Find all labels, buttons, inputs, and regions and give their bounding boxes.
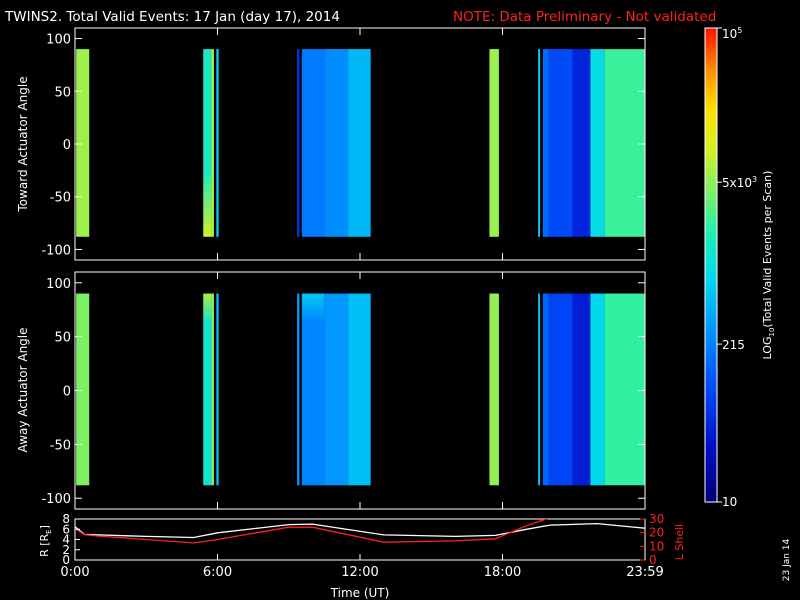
heatmap-cell	[572, 293, 591, 486]
heatmap-cell	[297, 293, 300, 486]
heatmap-cell	[572, 49, 591, 237]
x-tick-label: 6:00	[203, 565, 232, 580]
orbit-right-tick-label: 0	[649, 553, 657, 567]
orbit-right-tick-label: 30	[649, 512, 664, 526]
toward-heatmap	[76, 49, 645, 237]
heatmap-cell	[216, 49, 219, 237]
orbit-lines	[75, 519, 645, 544]
heatmap-cell	[76, 293, 90, 486]
y-tick-label: -50	[50, 191, 71, 206]
plot-title: TWINS2. Total Valid Events: 17 Jan (day …	[4, 9, 340, 25]
heatmap-cell	[203, 293, 212, 486]
away-angle-panel: 100 50 0 -50 -100 Away Actuator Angle	[16, 271, 646, 510]
toward-angle-panel: 100 50 0 -50 -100 Toward Actuator Angle	[16, 27, 646, 261]
heatmap-cell	[542, 49, 549, 237]
away-axes: 100 50 0 -50 -100	[41, 272, 646, 509]
toward-ylabel: Toward Actuator Angle	[16, 76, 30, 212]
orbit-plot-frame	[74, 518, 646, 561]
colorbar-tick-label: 10	[722, 495, 737, 509]
heatmap-cell	[604, 49, 645, 237]
heatmap-cell	[542, 293, 549, 486]
heatmap-cell	[590, 293, 605, 486]
away-heatmap	[76, 293, 645, 486]
y-tick-label: -50	[50, 438, 71, 453]
colorbar: 105 5x103 215 10 LOG10(Total Valid Events p…	[704, 26, 776, 509]
heatmap-cell	[538, 49, 541, 237]
heatmap-cell	[489, 293, 499, 486]
colorbar-label: LOG10(Total Valid Events per Scan)	[761, 171, 776, 360]
x-tick-label: 0:00	[60, 565, 89, 580]
l-shell-line	[75, 519, 548, 544]
heatmap-cell	[301, 293, 325, 486]
y-tick-label: 50	[54, 85, 71, 100]
x-tick-label: 12:00	[341, 565, 378, 580]
heatmap-cell	[211, 49, 214, 237]
colorbar-tick-label: 105	[722, 26, 742, 41]
heatmap-cell	[76, 49, 90, 237]
heatmap-cell	[324, 293, 349, 486]
colorbar-ticks: 105 5x103 215 10	[717, 26, 757, 509]
y-tick-label: 100	[46, 277, 71, 292]
toward-axes: 100 50 0 -50 -100	[41, 28, 646, 260]
heatmap-cell	[348, 49, 371, 237]
orbit-right-tick-label: 20	[649, 526, 664, 540]
heatmap-cell	[538, 293, 541, 486]
heatmap-cell	[548, 49, 573, 237]
orbit-left-tick-label: 0	[62, 553, 70, 567]
time-axis-label: Time (UT)	[330, 586, 390, 600]
heatmap-cell	[489, 49, 499, 237]
colorbar-tick-label: 215	[722, 338, 745, 352]
heatmap-cell	[604, 293, 645, 486]
orbit-right-tick-label: 10	[649, 539, 664, 553]
orbit-left-tick-label: 2	[62, 543, 70, 557]
x-tick-label: 23:59	[626, 565, 663, 580]
colorbar-gradient	[704, 27, 718, 503]
orbit-left-tick-label: 4	[62, 533, 70, 547]
heatmap-cell	[590, 49, 605, 237]
x-tick-label: 18:00	[484, 565, 521, 580]
heatmap-cell	[548, 293, 573, 486]
y-tick-label: 0	[63, 138, 71, 153]
colorbar-tick-label: 5x103	[722, 175, 757, 190]
heatmap-cell	[324, 49, 349, 237]
orbit-right-ylabel: L Shell	[673, 524, 686, 560]
orbit-left-tick-label: 8	[62, 512, 70, 526]
heatmap-cell	[348, 293, 371, 486]
heatmap-cell	[216, 293, 219, 486]
y-tick-label: -100	[41, 243, 71, 258]
y-tick-label: 100	[46, 33, 71, 48]
radius-line	[75, 522, 645, 539]
heatmap-cell	[301, 49, 325, 237]
y-tick-label: 0	[63, 385, 71, 400]
orbit-left-tick-label: 6	[62, 522, 70, 536]
heatmap-cell	[297, 49, 300, 237]
generation-date: 23 Jan 14	[782, 538, 792, 581]
away-ylabel: Away Actuator Angle	[16, 327, 30, 452]
orbit-left-ylabel: R [RE]	[38, 525, 53, 557]
y-tick-label: -100	[41, 492, 71, 507]
heatmap-cell	[211, 293, 214, 486]
heatmap-cell	[203, 49, 212, 237]
preliminary-note: NOTE: Data Preliminary - Not validated	[453, 9, 716, 25]
y-tick-label: 50	[54, 331, 71, 346]
